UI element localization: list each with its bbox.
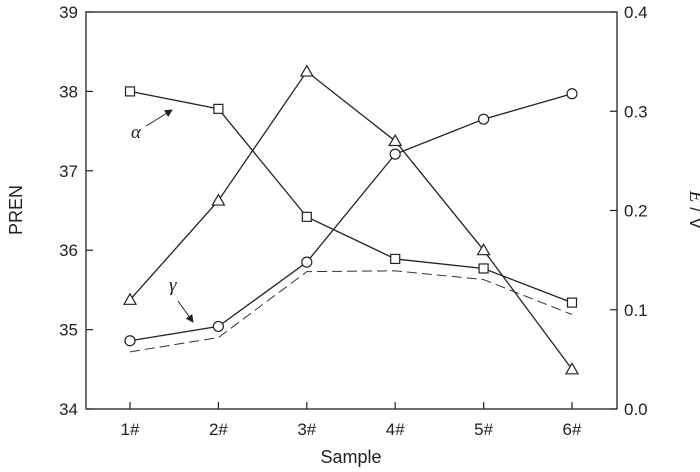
series-circle-left [124, 88, 578, 347]
square-marker [478, 263, 489, 274]
left-tick-label: 38 [59, 82, 78, 101]
left-axis: 34 35 36 37 38 39 [59, 3, 93, 419]
circle-marker [124, 335, 136, 347]
triangle-marker [476, 242, 491, 256]
x-tick-label: 6# [563, 420, 582, 439]
alpha-label: α [131, 122, 142, 143]
alpha-annotation: α [131, 109, 173, 143]
left-axis-title: PREN [6, 185, 26, 235]
circle-marker [389, 148, 401, 160]
right-tick-label: 0.4 [624, 3, 648, 22]
right-axis-title: E / V [685, 190, 700, 230]
triangle-marker [564, 362, 580, 375]
series-none-left [129, 270, 573, 353]
gamma-arrow [177, 300, 194, 323]
left-tick-label: 34 [59, 400, 78, 419]
left-tick-label: 39 [59, 3, 78, 22]
x-axis: 1# 2# 3# 4# 5# 6# [121, 402, 582, 439]
right-tick-label: 0.0 [624, 400, 648, 419]
square-marker [390, 253, 401, 265]
left-tick-label: 35 [59, 321, 78, 340]
right-tick-label: 0.2 [624, 202, 648, 221]
square-marker [124, 86, 136, 97]
triangle-marker [388, 133, 403, 147]
series-line [129, 90, 573, 304]
series-line [129, 70, 573, 370]
series-triangle-right [122, 64, 580, 375]
plot-frame [85, 11, 618, 410]
x-tick-label: 5# [474, 420, 493, 439]
triangle-marker [122, 292, 138, 305]
x-axis-title: Sample [320, 447, 381, 467]
circle-marker [212, 320, 224, 333]
square-marker [566, 297, 578, 308]
right-tick-label: 0.1 [624, 301, 648, 320]
circle-marker [566, 88, 578, 100]
gamma-annotation: γ [169, 275, 194, 323]
square-marker [301, 211, 312, 222]
triangle-marker [211, 193, 226, 206]
series-line [129, 270, 573, 353]
circle-marker [478, 113, 490, 125]
right-tick-label: 0.3 [624, 102, 648, 121]
right-axis-title-symbol: E [685, 190, 700, 203]
series-layer [122, 64, 580, 375]
x-tick-label: 1# [121, 420, 140, 439]
gamma-label: γ [169, 275, 177, 296]
square-marker [213, 103, 224, 114]
x-tick-label: 2# [209, 420, 228, 439]
series-line [129, 93, 573, 342]
circle-marker [301, 256, 313, 268]
alpha-arrow [145, 109, 173, 127]
right-axis: 0.0 0.1 0.2 0.3 0.4 [610, 3, 648, 419]
x-tick-label: 4# [386, 420, 405, 439]
left-tick-label: 36 [59, 241, 78, 260]
x-tick-label: 3# [297, 420, 316, 439]
right-axis-title-unit: / V [686, 202, 700, 229]
left-tick-label: 37 [59, 162, 78, 181]
triangle-marker [299, 64, 314, 77]
series-square-left [124, 86, 578, 308]
